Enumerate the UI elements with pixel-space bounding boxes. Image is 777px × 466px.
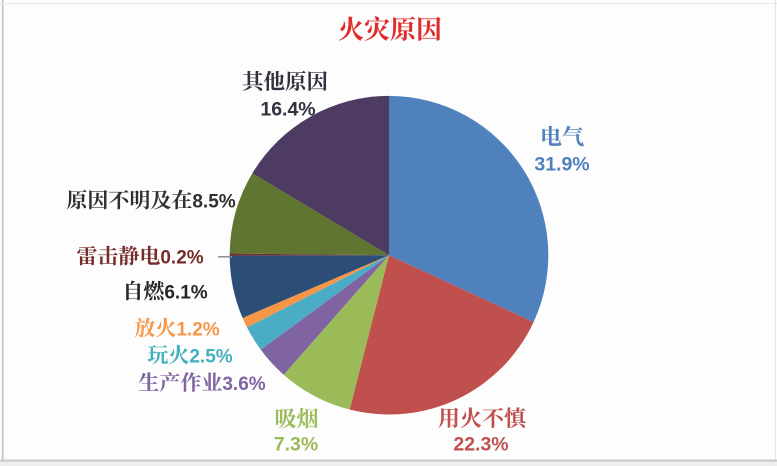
svg-text:吸烟: 吸烟: [274, 403, 318, 434]
svg-text:22.3%: 22.3%: [453, 434, 508, 456]
svg-text:火灾原因: 火灾原因: [338, 10, 442, 47]
svg-text:用火不慎: 用火不慎: [438, 402, 526, 433]
svg-text:其他原因: 其他原因: [242, 65, 328, 96]
svg-text:16.4%: 16.4%: [260, 99, 315, 121]
svg-text:7.3%: 7.3%: [274, 434, 318, 456]
svg-text:31.9%: 31.9%: [534, 154, 589, 176]
svg-text:电气: 电气: [540, 121, 584, 152]
